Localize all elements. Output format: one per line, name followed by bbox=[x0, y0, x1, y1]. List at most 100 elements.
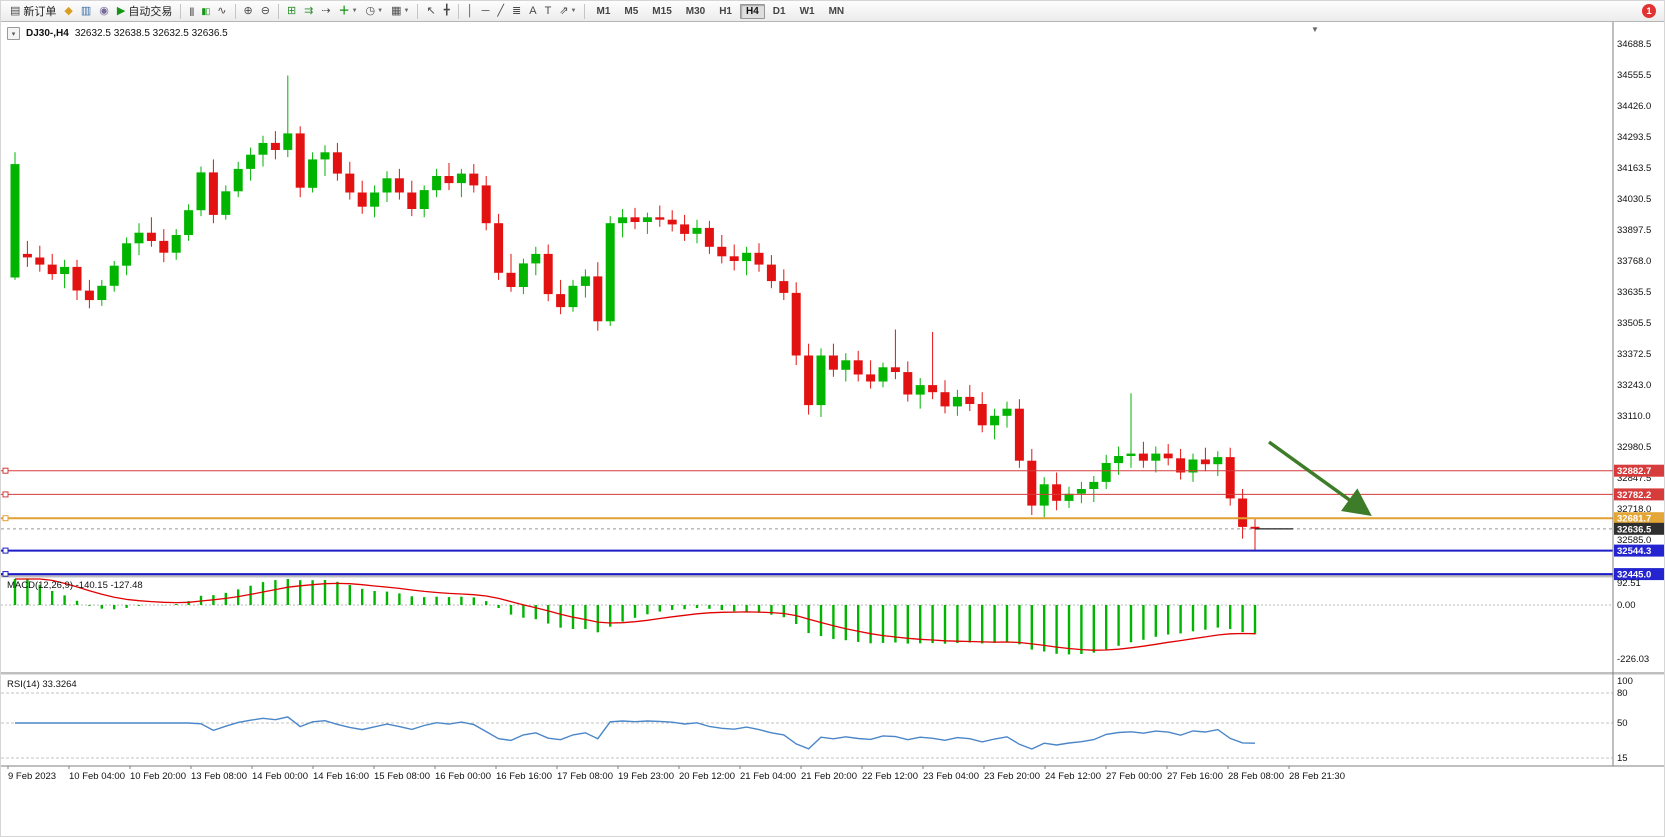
tf-h4[interactable]: H4 bbox=[740, 3, 765, 19]
candle bbox=[394, 178, 404, 193]
candle bbox=[1002, 408, 1012, 416]
price-axis-label: 34426.0 bbox=[1617, 101, 1651, 112]
candle bbox=[977, 404, 987, 426]
crosshair-button[interactable]: ╋ bbox=[441, 3, 453, 20]
candle bbox=[1188, 459, 1198, 473]
autoscroll-icon: ⇉ bbox=[304, 4, 314, 17]
tf-m5[interactable]: M5 bbox=[624, 5, 639, 17]
arrows-button[interactable]: ⇗ ▼ bbox=[556, 3, 579, 20]
candle bbox=[345, 173, 355, 193]
price-axis[interactable]: 34688.5 34555.5 34426.0 34293.5 34163.5 34030… bbox=[1614, 39, 1664, 764]
candle bbox=[258, 142, 268, 155]
price-axis-label: 34030.5 bbox=[1617, 194, 1651, 205]
vertical-line-button[interactable]: │ bbox=[464, 3, 477, 20]
chart-symbol-label: DJ30-,H4 bbox=[26, 28, 69, 39]
price-axis-label: 33635.5 bbox=[1617, 287, 1651, 298]
price-tag-label: 32681.7 bbox=[1617, 514, 1651, 525]
trendline-button[interactable]: ╱ bbox=[494, 3, 507, 20]
auto-scroll-button[interactable]: ⇉ bbox=[301, 3, 316, 20]
notification-badge[interactable]: 1 bbox=[1642, 4, 1656, 18]
zoom-out-button[interactable]: ⊖ bbox=[258, 3, 273, 20]
clock-icon: ◷ bbox=[365, 4, 376, 17]
time-axis[interactable]: 9 Feb 2023 10 Feb 04:00 10 Feb 20:00 13 Feb… bbox=[7, 766, 1345, 782]
candle bbox=[1052, 484, 1062, 501]
cursor-button[interactable]: ↖ bbox=[423, 3, 438, 20]
line-handle[interactable] bbox=[2, 515, 9, 522]
candle bbox=[122, 243, 132, 266]
dropdown-arrow-icon[interactable]: ▼ bbox=[377, 8, 384, 14]
line-handle[interactable] bbox=[2, 491, 9, 498]
rsi-axis-label: 50 bbox=[1617, 718, 1628, 729]
candle bbox=[568, 285, 578, 308]
template-icon: ▦ bbox=[391, 4, 402, 17]
time-axis-label: 23 Feb 04:00 bbox=[923, 771, 979, 782]
candle bbox=[1014, 408, 1024, 461]
time-axis-label: 28 Feb 21:30 bbox=[1289, 771, 1345, 782]
tf-w1[interactable]: W1 bbox=[799, 5, 815, 17]
line-handle[interactable] bbox=[2, 547, 9, 554]
tf-d1[interactable]: D1 bbox=[772, 5, 786, 17]
chart-shift-marker[interactable]: ▼ bbox=[1311, 25, 1319, 34]
candle bbox=[184, 210, 194, 235]
candle bbox=[1151, 453, 1161, 461]
horizontal-line-button[interactable]: ─ bbox=[479, 3, 493, 20]
candle bbox=[841, 360, 851, 370]
line-handle[interactable] bbox=[2, 571, 9, 578]
dropdown-arrow-icon[interactable]: ▼ bbox=[570, 8, 577, 14]
time-axis-label: 20 Feb 12:00 bbox=[679, 771, 735, 782]
candle bbox=[1089, 481, 1099, 489]
sound-icon: ◉ bbox=[99, 4, 109, 17]
tf-m15[interactable]: M15 bbox=[652, 5, 672, 17]
zoom-in-button[interactable]: ⊕ bbox=[241, 3, 256, 20]
metaquotes-community-button[interactable]: ◆ bbox=[61, 3, 75, 20]
price-tag-label: 32544.3 bbox=[1617, 546, 1651, 557]
price-tag bbox=[1614, 464, 1664, 477]
time-axis-label: 22 Feb 12:00 bbox=[862, 771, 918, 782]
periods-button[interactable]: ◷ ▼ bbox=[363, 3, 387, 20]
toolbar-separator bbox=[234, 3, 236, 19]
autotrading-button[interactable]: ▶ 自动交易 bbox=[114, 3, 175, 20]
tf-m1[interactable]: M1 bbox=[596, 5, 611, 17]
price-axis-label: 33110.0 bbox=[1617, 411, 1651, 422]
new-order-button[interactable]: ▤ 新订单 bbox=[7, 3, 59, 20]
candle bbox=[407, 192, 417, 209]
zoom-in-icon: ⊕ bbox=[243, 4, 253, 17]
tf-mn[interactable]: MN bbox=[828, 5, 845, 17]
toolbar-separator bbox=[417, 3, 419, 19]
news-sound-button[interactable]: ◉ bbox=[96, 3, 112, 20]
time-axis-label: 10 Feb 20:00 bbox=[130, 771, 186, 782]
tf-h1[interactable]: H1 bbox=[719, 5, 732, 17]
bar-chart-button[interactable]: ||| bbox=[186, 3, 196, 20]
candle bbox=[766, 264, 776, 282]
toolbar-separator bbox=[584, 3, 586, 19]
candle bbox=[990, 415, 1000, 426]
indicators-button[interactable]: ＋ ▼ bbox=[336, 3, 361, 20]
line-handle[interactable] bbox=[2, 467, 9, 474]
open-chart-button[interactable]: ▥ bbox=[78, 3, 94, 20]
price-axis-label: 32718.0 bbox=[1617, 504, 1651, 515]
tile-windows-button[interactable]: ⊞ bbox=[284, 3, 299, 20]
candle bbox=[717, 246, 727, 257]
candlestick-chart-button[interactable]: ▮▯ bbox=[198, 3, 212, 20]
arrow-object[interactable] bbox=[1267, 440, 1372, 517]
chart-canvas[interactable]: ▼ 34688.5 34555.5 34426.0 34293.5 34163.5 3403… bbox=[1, 22, 1665, 837]
dropdown-arrow-icon[interactable]: ▼ bbox=[403, 8, 410, 14]
templates-button[interactable]: ▦ ▼ bbox=[388, 3, 412, 20]
candle bbox=[1101, 463, 1111, 482]
chart-area[interactable]: ▼ 34688.5 34555.5 34426.0 34293.5 34163.5 3403… bbox=[1, 22, 1665, 837]
price-axis-label: 34163.5 bbox=[1617, 163, 1651, 174]
chart-shift-button[interactable]: ⇢ bbox=[318, 3, 333, 20]
price-tag-label: 32636.5 bbox=[1617, 524, 1652, 535]
price-axis-label: 33372.5 bbox=[1617, 349, 1651, 360]
tf-m30[interactable]: M30 bbox=[685, 5, 706, 17]
text-label-button[interactable]: T bbox=[542, 3, 555, 20]
chart-menu-icon[interactable]: ▾ bbox=[7, 27, 20, 40]
candle bbox=[816, 355, 826, 406]
text-button[interactable]: A bbox=[526, 3, 539, 20]
line-chart-button[interactable]: ∿ bbox=[214, 3, 229, 20]
candle bbox=[754, 252, 764, 265]
candle bbox=[1039, 484, 1049, 506]
dropdown-arrow-icon[interactable]: ▼ bbox=[351, 8, 358, 14]
time-axis-label: 19 Feb 23:00 bbox=[618, 771, 674, 782]
fibonacci-button[interactable]: ≣ bbox=[509, 3, 524, 20]
